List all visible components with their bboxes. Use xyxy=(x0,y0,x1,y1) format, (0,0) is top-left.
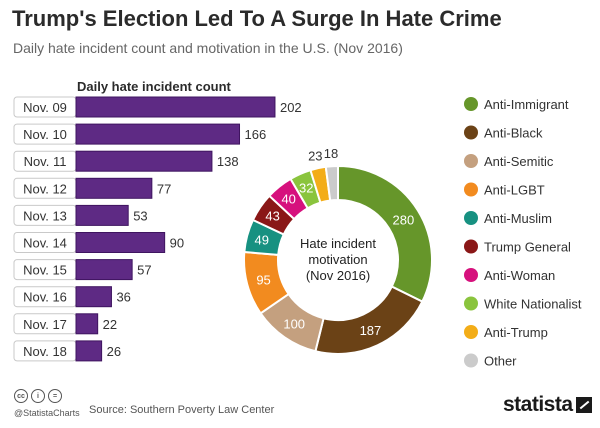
creative-commons-icon[interactable]: cc xyxy=(14,389,28,403)
legend-swatch xyxy=(464,154,478,168)
bar xyxy=(75,150,213,172)
donut-slice-value-label: 40 xyxy=(281,191,295,206)
legend-swatch xyxy=(464,353,478,368)
donut-slice-value-label: 43 xyxy=(265,209,279,224)
bar xyxy=(75,123,241,145)
donut-slice-value-label: 49 xyxy=(254,232,268,247)
legend-swatch xyxy=(464,268,478,282)
donut-slice-value-label: 32 xyxy=(299,181,313,196)
bar xyxy=(75,259,133,281)
statista-logo[interactable]: statista xyxy=(503,393,592,417)
donut-slice-value-label: 18 xyxy=(324,146,338,161)
category-label: Nov. 15 xyxy=(23,263,67,278)
legend-label: Anti-Black xyxy=(484,126,543,141)
legend-label: White Nationalist xyxy=(484,297,582,312)
bar xyxy=(75,340,103,362)
donut-center-label: Hate incident xyxy=(300,236,376,251)
category-label: Nov. 12 xyxy=(23,181,67,196)
legend-swatch xyxy=(464,211,478,225)
legend-label: Other xyxy=(484,354,517,369)
legend-swatch xyxy=(464,239,478,254)
license-icons: cc i = xyxy=(14,389,62,403)
category-label: Nov. 18 xyxy=(23,344,67,359)
bar xyxy=(75,96,276,118)
bar-value-label: 36 xyxy=(116,290,130,305)
category-label: Nov. 11 xyxy=(24,154,67,169)
donut-slice-value-label: 187 xyxy=(360,323,382,338)
donut-slice xyxy=(314,285,424,355)
no-derivatives-icon[interactable]: = xyxy=(48,389,62,403)
legend-swatch xyxy=(464,325,478,339)
category-label: Nov. 14 xyxy=(23,236,67,251)
donut-slice-value-label: 23 xyxy=(308,148,322,163)
legend-label: Anti-LGBT xyxy=(484,183,545,198)
source-note: Source: Southern Poverty Law Center xyxy=(89,404,275,416)
donut-slice-value-label: 95 xyxy=(256,273,270,288)
legend-label: Anti-Trump xyxy=(484,325,548,340)
bar-value-label: 53 xyxy=(133,208,147,223)
legend-swatch xyxy=(464,125,478,140)
chart-title: Trump's Election Led To A Surge In Hate … xyxy=(12,6,502,31)
legend-label: Anti-Semitic xyxy=(484,154,554,169)
bar xyxy=(75,313,99,335)
bar-value-label: 202 xyxy=(280,100,302,115)
donut-slice xyxy=(324,164,339,202)
donut-legend: Anti-Immigrant Anti-Black Anti-Semitic Anti… xyxy=(464,97,582,369)
category-label: Nov. 17 xyxy=(23,317,67,332)
legend-label: Anti-Woman xyxy=(484,268,555,283)
category-label: Nov. 09 xyxy=(23,100,67,115)
bar xyxy=(75,286,112,308)
chart-subtitle: Daily hate incident count and motivation… xyxy=(13,40,403,56)
bar-value-label: 166 xyxy=(245,127,267,142)
bar xyxy=(75,232,166,253)
statista-handle[interactable]: @StatistaCharts xyxy=(14,408,80,418)
bar-chart: Daily hate incident count Nov. 09 202 Nov. … xyxy=(13,79,302,362)
bar xyxy=(75,177,153,199)
bar-value-label: 138 xyxy=(217,154,239,169)
legend-label: Trump General xyxy=(484,240,571,255)
legend-label: Anti-Immigrant xyxy=(484,97,569,112)
donut-slice-value-label: 100 xyxy=(283,316,305,331)
attribution-icon[interactable]: i xyxy=(31,389,45,403)
legend-swatch xyxy=(464,296,478,311)
legend-swatch xyxy=(464,97,478,111)
donut-center-label: (Nov 2016) xyxy=(306,268,370,283)
bar-value-label: 57 xyxy=(137,263,151,278)
donut-slice-value-label: 280 xyxy=(393,212,415,227)
bar-value-label: 22 xyxy=(103,317,117,332)
bar-value-label: 77 xyxy=(157,181,171,196)
legend-label: Anti-Muslim xyxy=(484,211,552,226)
category-label: Nov. 13 xyxy=(23,208,67,223)
donut-center-label: motivation xyxy=(308,252,367,267)
bar-value-label: 26 xyxy=(107,344,121,359)
brand-name: statista xyxy=(503,393,573,416)
bar-value-label: 90 xyxy=(170,236,184,251)
bar-chart-title: Daily hate incident count xyxy=(77,79,232,94)
legend-swatch xyxy=(464,182,478,197)
statista-logo-icon xyxy=(575,397,592,413)
donut-slice xyxy=(337,164,433,303)
bar xyxy=(75,204,129,226)
category-label: Nov. 16 xyxy=(23,290,67,305)
category-label: Nov. 10 xyxy=(23,127,67,142)
